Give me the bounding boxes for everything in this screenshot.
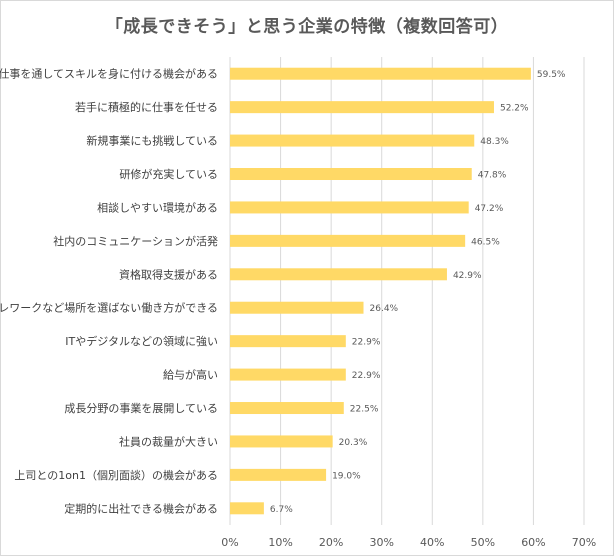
bar bbox=[230, 368, 346, 381]
data-label: 22.5% bbox=[350, 405, 379, 415]
category-label: 資格取得支援がある bbox=[119, 267, 218, 281]
category-label: 仕事を通してスキルを身に付ける機会がある bbox=[0, 67, 218, 81]
bar bbox=[230, 301, 364, 314]
x-tick-label: 30% bbox=[369, 536, 393, 549]
data-label: 48.3% bbox=[480, 137, 509, 147]
data-label: 20.3% bbox=[339, 438, 368, 448]
gridlines bbox=[229, 57, 585, 525]
category-label: テレワークなど場所を選ばない働き方ができる bbox=[0, 301, 218, 315]
x-tick-label: 40% bbox=[420, 536, 444, 549]
category-label: 社員の裁量が大きい bbox=[119, 434, 218, 448]
category-label: 新規事業にも挑戦している bbox=[86, 134, 218, 148]
x-tick-label: 10% bbox=[268, 536, 292, 549]
chart-title: 「成長できそう」と思う企業の特徴（複数回答可） bbox=[105, 17, 509, 37]
bar bbox=[230, 268, 447, 281]
category-label: ITやデジタルなどの領域に強い bbox=[65, 334, 218, 348]
data-label: 46.5% bbox=[471, 237, 500, 247]
x-tick-label: 60% bbox=[521, 536, 545, 549]
data-label: 42.9% bbox=[453, 271, 482, 281]
data-label: 6.7% bbox=[270, 505, 293, 515]
category-label: 成長分野の事業を展開している bbox=[64, 402, 218, 415]
x-tick-label: 0% bbox=[221, 536, 238, 549]
category-label: 研修が充実している bbox=[119, 167, 218, 181]
category-label: 社内のコミュニケーションが活発 bbox=[53, 234, 218, 248]
category-label: 定期的に出社できる機会がある bbox=[64, 501, 218, 515]
data-label: 19.0% bbox=[332, 471, 361, 481]
bar bbox=[230, 402, 344, 415]
data-label: 59.5% bbox=[537, 70, 566, 80]
category-label: 若手に積極的に仕事を任せる bbox=[75, 100, 218, 114]
data-label: 52.2% bbox=[500, 104, 529, 114]
bar bbox=[230, 168, 472, 181]
bar bbox=[230, 502, 264, 515]
x-axis-ticks: 0% 10% 20% 30% 40% 50% 60% 70% bbox=[221, 536, 596, 549]
bar bbox=[230, 335, 346, 348]
bar bbox=[230, 67, 531, 80]
value-labels: 59.5% 52.2% 48.3% 47.8% 47.2% 46.5% 42.9% 26.4%… bbox=[270, 70, 566, 515]
data-label: 26.4% bbox=[370, 304, 399, 314]
category-label: 相談しやすい環境がある bbox=[97, 200, 218, 214]
bar bbox=[230, 468, 327, 481]
data-label: 22.9% bbox=[352, 338, 381, 348]
category-label: 上司との1on1（個別面談）の機会がある bbox=[14, 468, 218, 482]
x-tick-label: 20% bbox=[319, 536, 343, 549]
bar-series bbox=[230, 67, 531, 515]
data-label: 22.9% bbox=[352, 371, 381, 381]
bar bbox=[230, 201, 469, 214]
category-labels: 仕事を通してスキルを身に付ける機会がある若手に積極的に仕事を任せる新規事業にも挑… bbox=[0, 67, 218, 516]
category-label: 給与が高い bbox=[163, 368, 218, 382]
bar bbox=[230, 435, 333, 448]
bar bbox=[230, 134, 475, 147]
bar bbox=[230, 234, 466, 247]
bar bbox=[230, 101, 494, 114]
x-tick-label: 50% bbox=[471, 536, 495, 549]
data-label: 47.2% bbox=[475, 204, 504, 214]
data-label: 47.8% bbox=[478, 171, 507, 181]
x-tick-label: 70% bbox=[572, 536, 596, 549]
